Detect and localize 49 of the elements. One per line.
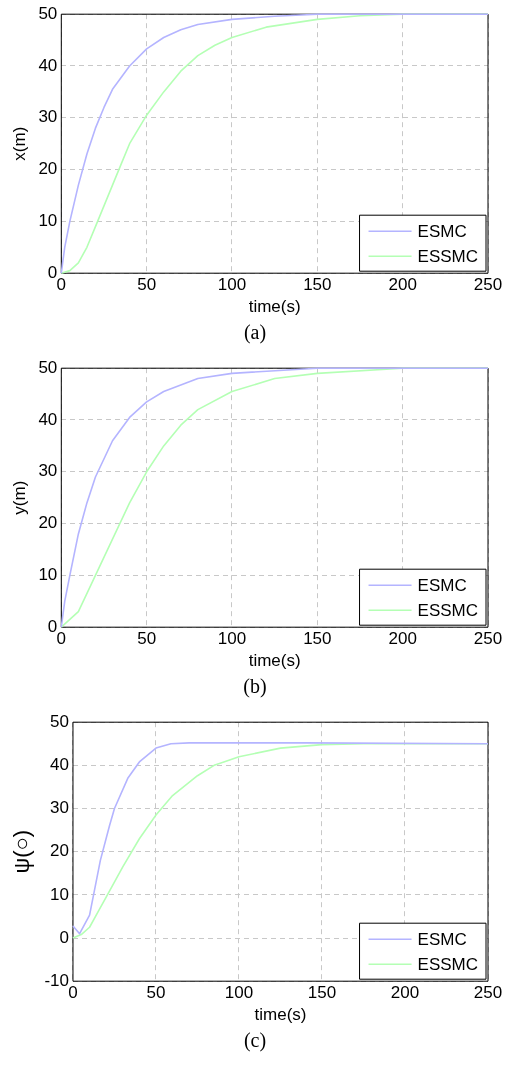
y-tick-label: 50 [38,3,58,23]
y-tick-label: 10 [50,884,69,904]
x-tick-label: 250 [473,983,503,1003]
legend-label: ESMC [417,221,467,241]
y-tick-label: 0 [47,262,58,282]
x-tick-label: 250 [473,275,503,295]
x-tick-label: 150 [303,275,332,295]
x-tick-label: 100 [217,275,247,295]
x-tick-label: 200 [388,629,417,649]
y-tick-label: 50 [38,357,58,377]
x-tick-label: 200 [390,983,420,1003]
legend-label: ESSMC [417,246,479,266]
y-axis-title: y(m) [9,480,29,515]
y-tick-label: 20 [38,513,58,533]
x-tick-label: 50 [137,275,157,295]
y-tick-label: 40 [38,409,58,429]
y-tick-label: 40 [38,55,58,75]
x-axis-title: time(s) [248,297,301,317]
legend-label: ESMC [417,575,467,595]
y-tick-label: 10 [38,565,58,585]
text: (b) [242,674,268,699]
legend-label: ESMC [417,929,467,949]
y-tick-label: 50 [50,711,69,731]
y-tick-label: 10 [38,211,58,231]
text: (c) [242,1028,268,1054]
x-tick-label: 100 [217,629,247,649]
x-axis-title: time(s) [248,651,301,671]
y-axis-title: x(m) [9,126,29,161]
x-tick-label: 150 [303,629,332,649]
legend-label: ESSMC [417,600,479,620]
y-tick-label: 30 [50,798,69,818]
x-tick-label: 200 [388,275,417,295]
x-tick-label: 50 [137,629,157,649]
y-tick-label: 30 [38,461,58,481]
x-tick-label: 250 [473,629,503,649]
x-axis-title: time(s) [254,1005,307,1025]
y-tick-label: 20 [38,159,58,179]
y-tick-label: 0 [59,927,69,947]
y-tick-label: 20 [50,841,69,861]
y-tick-label: 0 [47,616,58,636]
y-tick-label: 30 [38,107,58,127]
x-tick-label: 50 [146,983,166,1003]
y-tick-label: 40 [50,755,69,775]
y-tick-label: -10 [44,970,69,990]
text: (a) [242,320,268,346]
legend-label: ESSMC [417,954,479,974]
y-axis-title: ψ(○) [9,829,35,874]
x-tick-label: 100 [224,983,254,1003]
x-tick-label: 150 [307,983,337,1003]
